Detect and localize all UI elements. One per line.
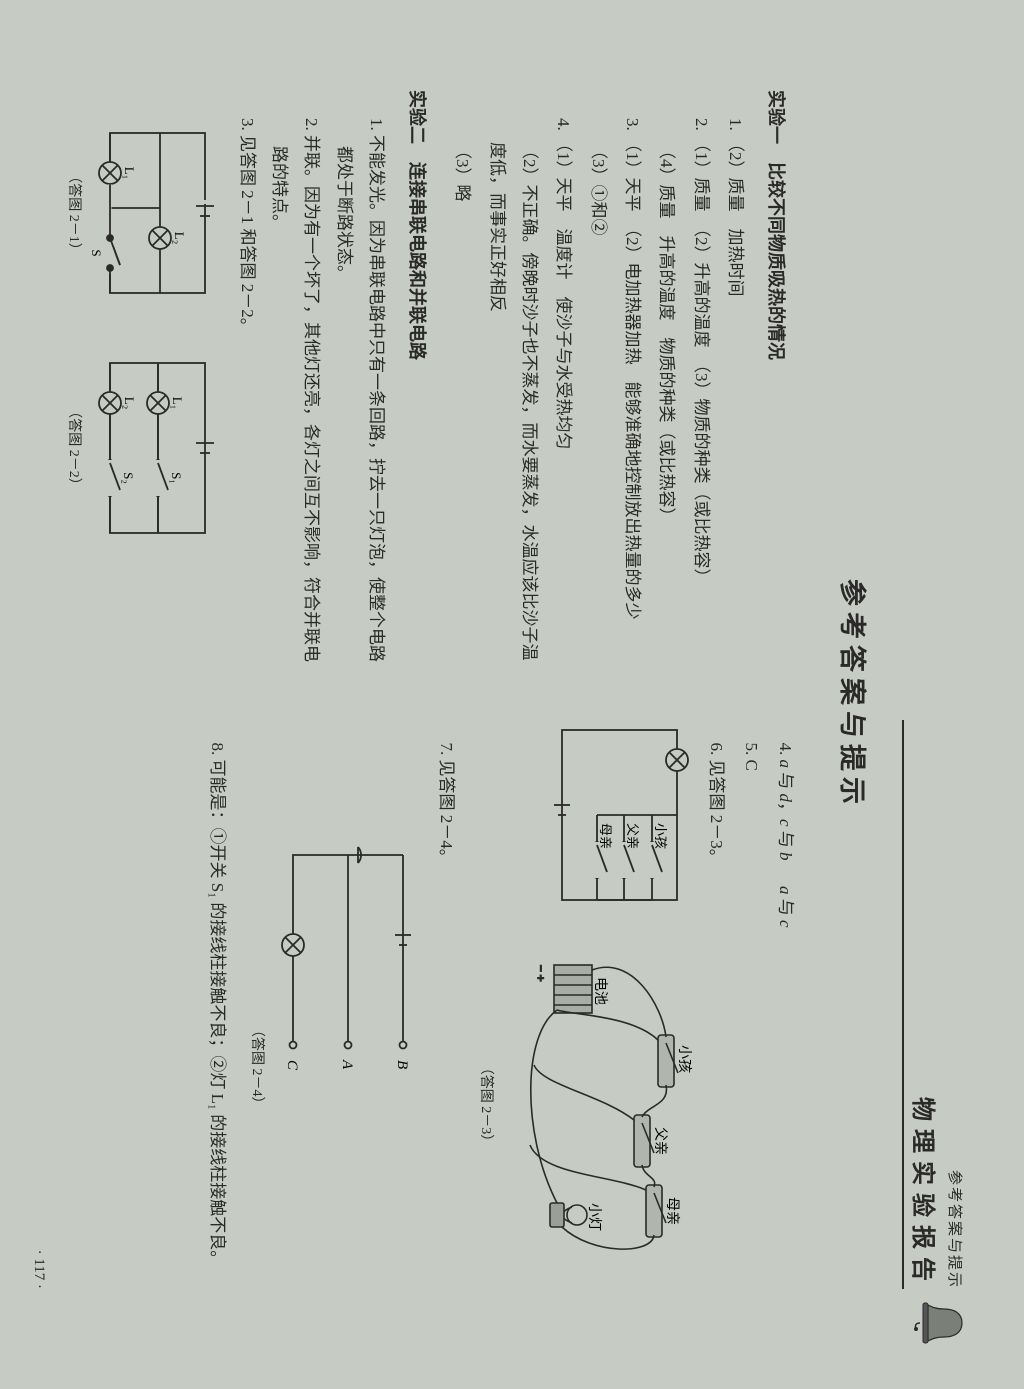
circuit-2-1-svg: L₁ L₂ S: [90, 118, 220, 308]
terminal-B: B: [394, 1060, 410, 1069]
figure-2-3-pictorial: − +: [472, 945, 693, 1265]
caption-2-2: （答图 2－2）: [60, 348, 87, 548]
caption-2-3: （答图 2－3）: [472, 945, 499, 1265]
pict-child: 小孩: [676, 1045, 692, 1073]
q4: 4. a 与 d，c 与 b a 与 c: [769, 743, 801, 1300]
exp1-q2-4: （4）质量 升高的温度 物质的种类（或比热容）: [650, 118, 682, 675]
q5: 5. C: [734, 743, 766, 1300]
label-father: 父亲: [625, 823, 640, 849]
label-L1: L₁: [170, 397, 185, 409]
exp2-q2: 2. 并联。因为有一个坏了，其他灯还亮，各灯之间互不影响，符合并联电路的特点。: [263, 118, 328, 675]
figure-2-1: L₁ L₂ S （答图 2－1）: [60, 118, 221, 308]
bell-icon: [912, 1299, 966, 1347]
exp1-q4-3: （3）略: [446, 118, 478, 675]
experiment-1-heading: 实验一 比较不同物质吸热的情况: [759, 90, 793, 675]
exp1-q4-2: （2）不正确。傍晚时沙子也不蒸发，而水要蒸发，水温应该比沙子温度低，而事实正好相…: [480, 118, 545, 675]
q8: 8. 可能是：①开关 S₁ 的接线柱接触不良；②灯 L₁ 的接线柱接触不良。: [200, 743, 232, 1300]
header: 参考答案与提示 物理实验报告: [908, 1097, 966, 1289]
label-L1: L₁: [122, 167, 137, 179]
page: 参考答案与提示 物理实验报告 参考答案与提示 实验一 比较不同物质吸热的情况 1…: [0, 0, 1024, 1389]
header-subtitle: 参考答案与提示: [945, 1097, 966, 1289]
main-title: 参考答案与提示: [835, 90, 874, 1299]
q7: 7. 见答图 2－4。: [429, 743, 461, 1300]
page-number: · 117 ·: [30, 1250, 47, 1289]
pict-mother: 母亲: [664, 1197, 680, 1225]
column-right: 4. a 与 d，c 与 b a 与 c 5. C 6. 见答图 2－3。: [56, 715, 805, 1300]
label-L2: L₂: [172, 232, 187, 244]
caption-2-4: （答图 2－4）: [243, 835, 270, 1300]
exp1-q4-1: 4. （1）天平 温度计 使沙子与水受热均匀: [547, 118, 579, 675]
header-title: 物理实验报告: [908, 1097, 943, 1289]
circuit-2-2-svg: L₁ L₂ S₁ S₂: [90, 348, 220, 548]
header-rule: [902, 720, 904, 1289]
label-mother: 母亲: [598, 823, 613, 849]
figure-2-3-row: 小孩 父亲 母亲: [472, 715, 693, 1300]
q6: 6. 见答图 2－3。: [700, 743, 732, 1300]
circuit-diagrams-row: L₁ L₂ S （答图 2－1）: [60, 118, 221, 675]
label-S2: S₂: [121, 472, 136, 484]
pict-lamp: 小灯: [586, 1203, 602, 1231]
label-L2: L₂: [122, 397, 137, 409]
exp2-q3: 3. 见答图 2－1 和答图 2－2。: [230, 118, 262, 675]
figure-2-3-schematic: 小孩 父亲 母亲: [542, 715, 692, 915]
figure-2-4: B A C （答图 2－4）: [243, 835, 424, 1300]
terminal-A: A: [339, 1059, 355, 1070]
label-S: S: [90, 249, 104, 256]
exp1-q1: 1. （2）质量 加热时间: [719, 118, 751, 675]
pict-father: 父亲: [652, 1127, 668, 1155]
caption-2-1: （答图 2－1）: [60, 118, 87, 308]
figure-2-2: L₁ L₂ S₁ S₂ （答图 2－2）: [60, 348, 221, 548]
experiment-2-heading: 实验二 连接串联电路和并联电路: [400, 90, 434, 675]
terminal-C: C: [284, 1060, 300, 1071]
svg-text:− +: − +: [534, 965, 548, 982]
exp1-q2-1: 2. （1）质量 （2）升高的温度 （3）物质的种类（或比热容）: [684, 118, 716, 675]
column-left: 实验一 比较不同物质吸热的情况 1. （2）质量 加热时间 2. （1）质量 （…: [56, 90, 805, 675]
content-columns: 实验一 比较不同物质吸热的情况 1. （2）质量 加热时间 2. （1）质量 （…: [56, 90, 805, 1299]
label-S1: S₁: [169, 472, 184, 484]
label-child: 小孩: [653, 823, 668, 849]
exp2-q1: 1. 不能发光。因为串联电路中只有一条回路，拧去一只灯泡，使整个电路都处于断路状…: [327, 118, 392, 675]
pict-battery: 电池: [592, 977, 608, 1005]
exp1-q3-1: 3. （1）天平 （2）电加热器加热 能够准确地控制放出热量的多少: [616, 118, 648, 675]
exp1-q3-3: （3）①和②: [581, 118, 613, 675]
